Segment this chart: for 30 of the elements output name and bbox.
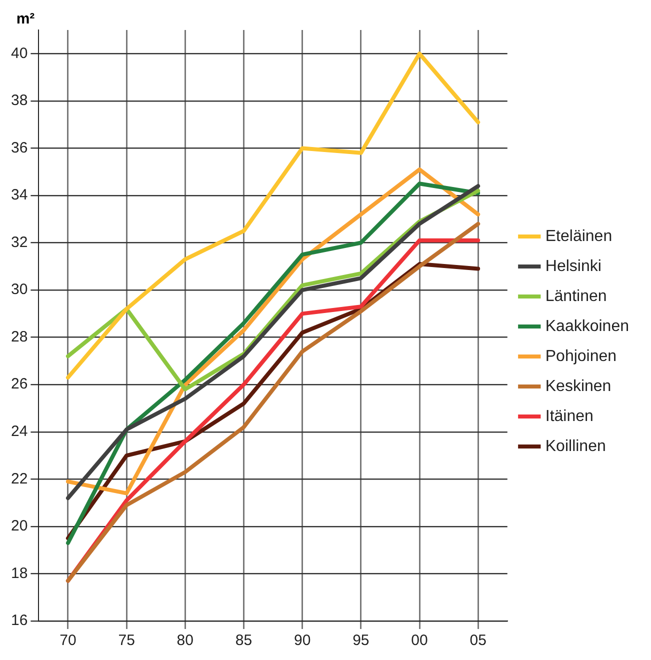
- legend-label: Pohjoinen: [545, 348, 617, 365]
- y-tick-label: 26: [10, 376, 28, 393]
- y-tick-label: 16: [10, 612, 28, 630]
- y-tick-label: 38: [10, 92, 28, 110]
- legend-label: Läntinen: [545, 288, 607, 305]
- legend-label: Itäinen: [545, 408, 594, 425]
- y-tick-label: 34: [10, 186, 28, 204]
- x-tick-label: 00: [411, 632, 428, 650]
- legend-label: Eteläinen: [545, 228, 612, 245]
- x-tick-label: 05: [470, 632, 486, 650]
- x-tick-label: 70: [60, 632, 76, 650]
- x-tick-label: 95: [352, 632, 370, 650]
- y-tick-label: 30: [10, 281, 28, 298]
- y-tick-label: 24: [10, 423, 28, 440]
- x-tick-label: 85: [235, 632, 252, 650]
- legend-label: Keskinen: [545, 378, 612, 395]
- y-tick-label: 28: [10, 328, 28, 346]
- x-tick-label: 90: [294, 632, 311, 650]
- legend-label: Koillinen: [545, 438, 606, 455]
- legend-label: Kaakkoinen: [545, 318, 630, 335]
- y-tick-label: 18: [10, 564, 28, 582]
- y-axis-title: m²: [16, 10, 35, 28]
- x-tick-label: 80: [176, 632, 194, 650]
- y-tick-label: 32: [10, 234, 28, 251]
- y-tick-label: 36: [10, 139, 28, 156]
- x-tick-label: 75: [118, 632, 135, 650]
- y-tick-label: 22: [10, 470, 28, 488]
- y-tick-label: 20: [10, 518, 28, 535]
- y-tick-label: 40: [10, 44, 28, 62]
- legend-label: Helsinki: [545, 258, 602, 275]
